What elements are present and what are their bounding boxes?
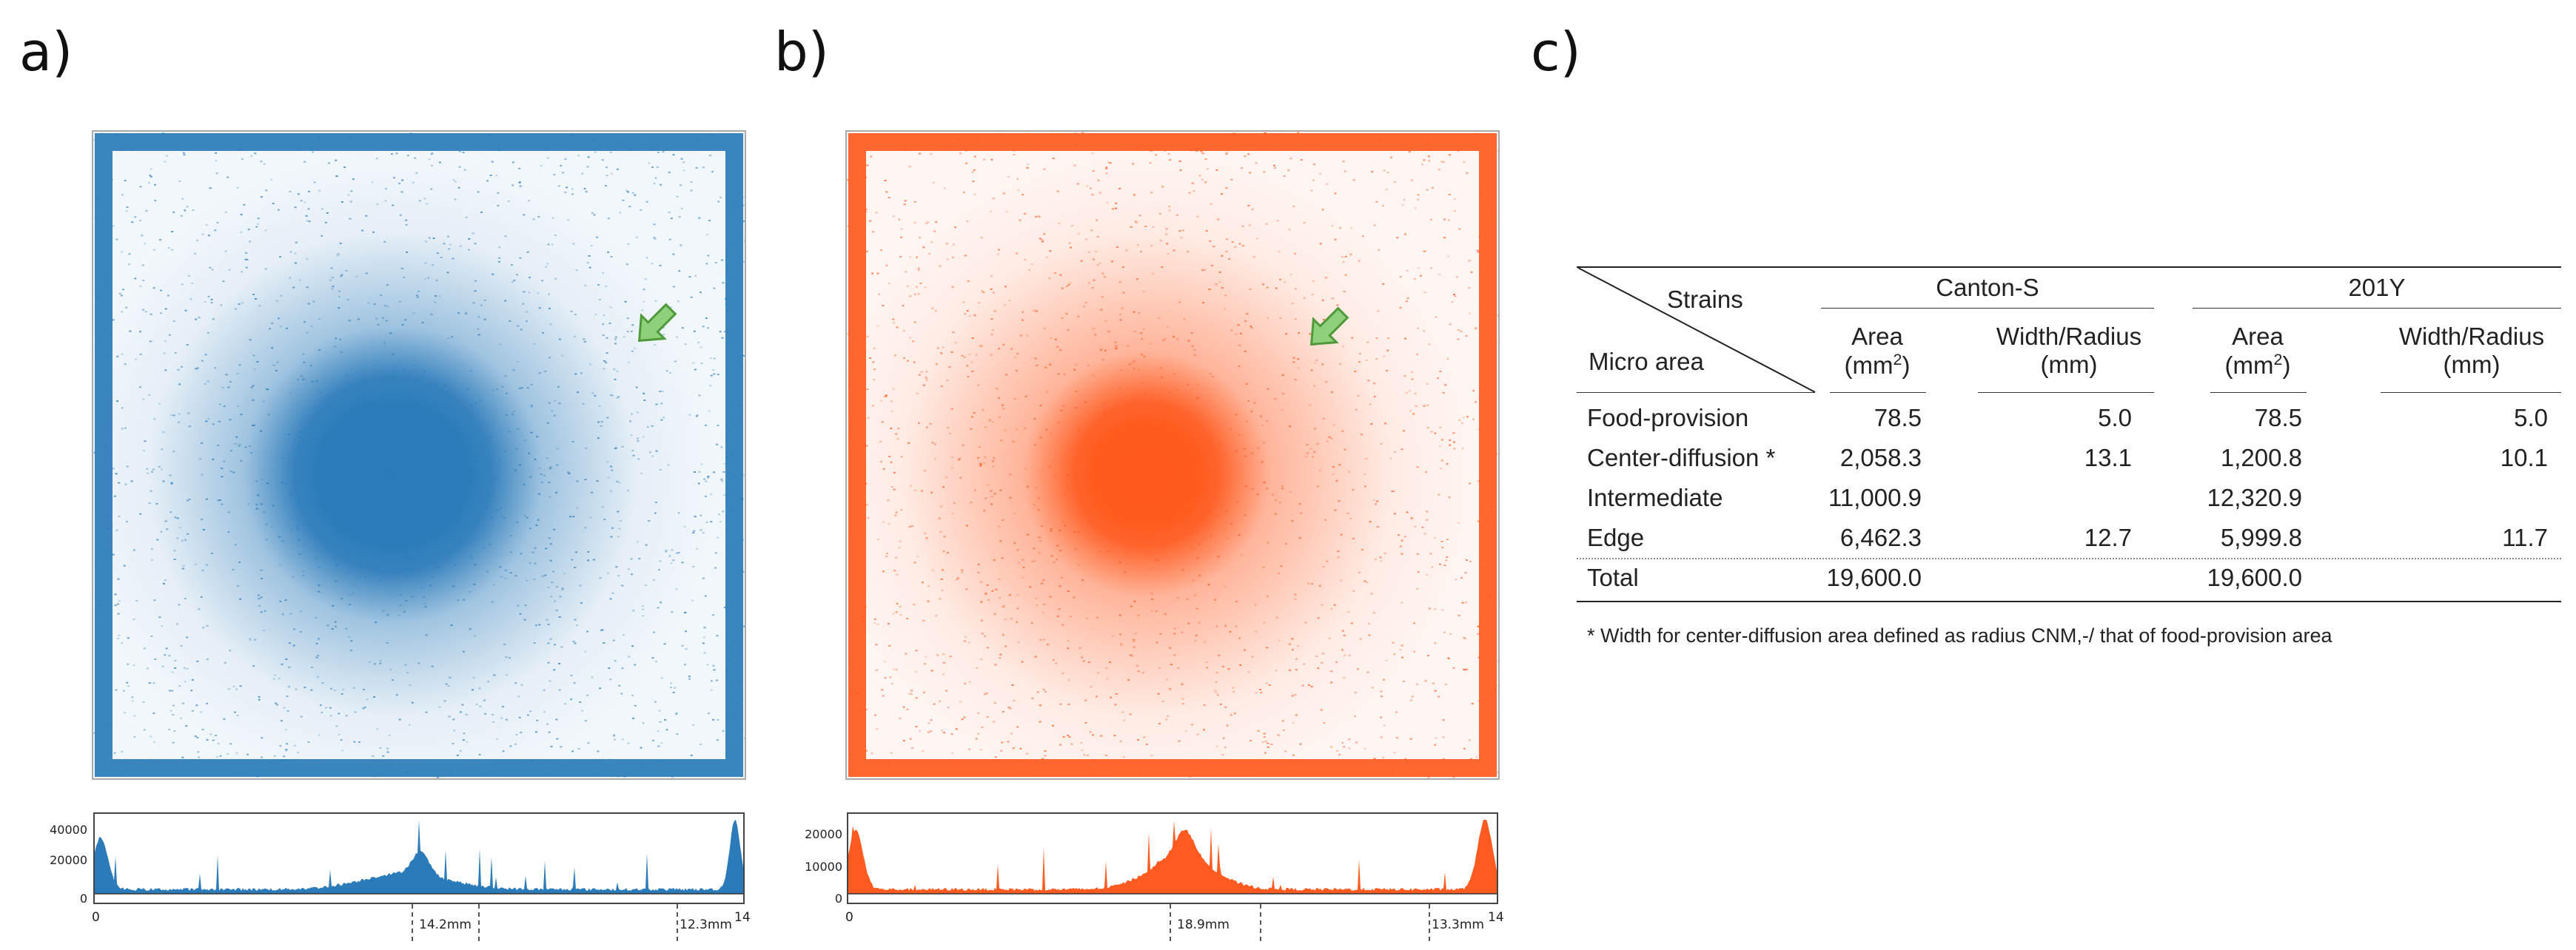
hist-b-ytick-mid: 10000 <box>805 860 842 874</box>
table-bottom-rule <box>1577 601 2561 602</box>
hist-b-marker-label-1: 18.9mm <box>1177 917 1230 932</box>
header-y-width-label: Width/Radius <box>2398 323 2545 350</box>
trajectory-map-canton-s-svg <box>93 132 745 778</box>
header-bottom-rule-2 <box>1830 392 1926 393</box>
header-y-area-unit-sup: 2 <box>2273 350 2283 368</box>
hist-b-marker-line-1 <box>1170 904 1171 941</box>
row-cs-area: 6,462.3 <box>1839 524 1922 551</box>
hist-b-marker-label-2: 13.3mm <box>1432 917 1484 932</box>
hist-a-xtick-end: 14 <box>734 910 751 925</box>
hist-b-marker-line-2 <box>1260 904 1261 941</box>
header-cs-width-label: Width/Radius <box>1996 323 2142 350</box>
row-cs-width: 13.1 <box>2084 444 2132 471</box>
header-y-width-unit: (mm) <box>2443 350 2500 378</box>
row-y-area: 78.5 <box>2254 404 2302 431</box>
header-bottom-rule-1 <box>1577 392 1815 393</box>
hist-a-ytick-mid: 20000 <box>50 853 87 867</box>
row-cs-area: 2,058.3 <box>1839 444 1922 471</box>
header-strains: Strains <box>1667 286 1743 313</box>
header-diagonal <box>1577 267 1816 392</box>
histogram-201y-svg <box>848 820 1497 895</box>
trajectory-map-201y <box>845 130 1500 780</box>
header-y-area-unit-close: ) <box>2282 351 2291 379</box>
hist-a-xtick-start: 0 <box>92 910 100 925</box>
hist-a-marker-line-2 <box>478 904 480 941</box>
header-cs-area-unit-close: ) <box>1902 351 1911 379</box>
histogram-201y <box>847 812 1498 904</box>
row-y-area: 19,600.0 <box>2207 564 2302 591</box>
histogram-area <box>848 820 1497 894</box>
header-y-area: Area (mm2) <box>2206 323 2310 380</box>
hist-a-ytick-zero: 0 <box>79 892 87 906</box>
header-micro-area: Micro area <box>1589 348 1704 375</box>
row-name: Food-provision <box>1587 404 1749 431</box>
header-cs-area: Area (mm2) <box>1825 323 1929 380</box>
hist-b-marker-line-3 <box>1429 904 1430 941</box>
row-name: Center-diffusion * <box>1587 444 1776 471</box>
trajectory-density <box>847 132 1498 778</box>
histogram-canton-s-svg <box>95 820 743 895</box>
header-cs-area-unit: (mm <box>1844 351 1894 379</box>
row-cs-width: 5.0 <box>2098 404 2132 431</box>
header-y-area-unit: (mm <box>2224 351 2274 379</box>
hist-b-xtick-start: 0 <box>845 910 853 925</box>
hist-a-ytick-top: 40000 <box>50 823 87 837</box>
green-arrow-icon <box>637 303 677 343</box>
header-rule-201y <box>2193 308 2561 309</box>
table-top-rule <box>1577 266 2561 268</box>
hist-b-ytick-top: 20000 <box>805 827 842 841</box>
header-rule-canton-s <box>1821 308 2154 309</box>
total-separator <box>1577 558 2561 559</box>
hist-a-marker-line-1 <box>412 904 413 941</box>
row-cs-area: 78.5 <box>1874 404 1922 431</box>
header-cs-area-label: Area <box>1851 323 1903 350</box>
table-footnote: * Width for center-diffusion area define… <box>1587 624 2332 647</box>
row-y-width: 11.7 <box>2502 524 2548 551</box>
header-y-area-label: Area <box>2232 323 2284 350</box>
header-cs-area-unit-sup: 2 <box>1893 350 1902 368</box>
panel-label-b: b) <box>774 21 829 83</box>
row-name: Total <box>1587 564 1639 591</box>
row-name: Intermediate <box>1587 484 1723 511</box>
row-cs-width: 12.7 <box>2084 524 2132 551</box>
hist-a-marker-line-3 <box>677 904 678 941</box>
row-y-area: 5,999.8 <box>2220 524 2302 551</box>
header-cs-width: Width/Radius (mm) <box>1976 323 2161 379</box>
header-cs-width-unit: (mm) <box>2040 350 2098 378</box>
hist-a-marker-label-2: 12.3mm <box>680 917 732 932</box>
row-cs-area: 11,000.9 <box>1828 484 1922 511</box>
trajectory-density <box>93 132 745 778</box>
header-strain-201y: 201Y <box>2348 274 2406 301</box>
trajectory-map-canton-s <box>92 130 746 780</box>
row-name: Edge <box>1587 524 1645 551</box>
row-y-area: 12,320.9 <box>2207 484 2302 511</box>
row-cs-area: 19,600.0 <box>1826 564 1922 591</box>
trajectory-map-201y-svg <box>847 132 1498 778</box>
header-bottom-rule-3 <box>1978 392 2154 393</box>
histogram-area <box>95 820 743 894</box>
header-strain-canton-s: Canton-S <box>1936 274 2039 301</box>
header-bottom-rule-4 <box>2210 392 2307 393</box>
hist-a-marker-label-1: 14.2mm <box>419 917 472 932</box>
header-bottom-rule-5 <box>2381 392 2561 393</box>
green-arrow-icon <box>1309 306 1349 346</box>
panel-label-a: a) <box>19 21 73 83</box>
row-y-width: 5.0 <box>2514 404 2548 431</box>
histogram-canton-s <box>93 812 745 904</box>
panel-label-c: c) <box>1531 21 1581 83</box>
header-y-width: Width/Radius (mm) <box>2379 323 2564 379</box>
row-y-area: 1,200.8 <box>2220 444 2302 471</box>
row-y-width: 10.1 <box>2500 444 2548 471</box>
hist-b-xtick-end: 14 <box>1488 910 1504 925</box>
hist-b-ytick-zero: 0 <box>834 892 842 906</box>
